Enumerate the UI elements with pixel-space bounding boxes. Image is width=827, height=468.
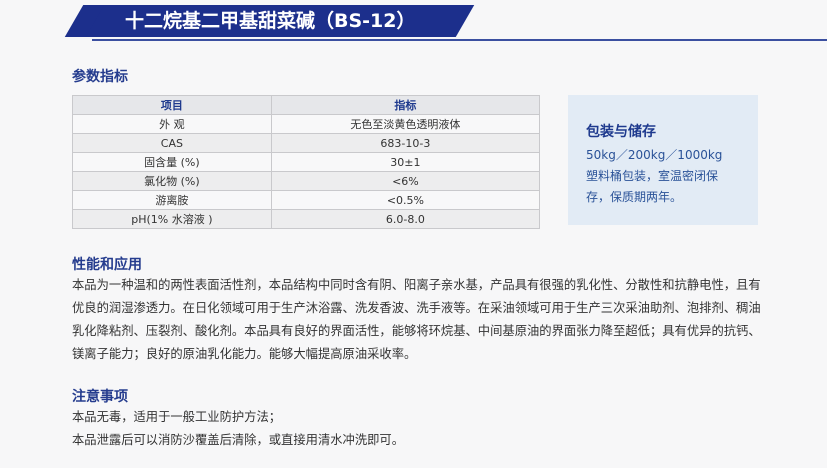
divider (92, 39, 827, 41)
col-item: 项目 (72, 95, 272, 115)
cell: 氯化物 (%) (72, 171, 272, 191)
cell: <6% (270, 171, 541, 191)
notes-line: 本品泄露后可以消防沙覆盖后清除，或直接用清水冲洗即可。 (72, 433, 405, 447)
page-title: 十二烷基二甲基甜菜碱（BS-12） (125, 10, 416, 32)
performance-heading: 性能和应用 (72, 257, 142, 273)
performance-text: 本品为一种温和的两性表面活性剂，本品结构中同时含有阴、阳离子亲水基，产品具有很强… (72, 278, 761, 361)
cell: 30±1 (270, 152, 541, 172)
table-row: 游离胺 <0.5% (72, 190, 541, 210)
cell: 6.0-8.0 (270, 209, 541, 229)
params-heading: 参数指标 (72, 69, 128, 85)
cell: pH(1% 水溶液 ) (72, 209, 272, 229)
notes-heading: 注意事项 (72, 389, 128, 405)
cell: 683-10-3 (270, 133, 541, 153)
packaging-box: 包装与储存 50kg／200kg／1000kg 塑料桶包装，室温密闭保 存，保质期两… (568, 95, 758, 225)
table-row: pH(1% 水溶液 ) 6.0-8.0 (72, 209, 541, 229)
table-row: 外 观无色至淡黄色透明液体 (72, 114, 541, 134)
packaging-line: 塑料桶包装，室温密闭保 (586, 169, 719, 183)
cell: 无色至淡黄色透明液体 (270, 114, 541, 134)
cell: 外 观 (72, 114, 272, 134)
table-row: 固含量 (%) 30±1 (72, 152, 541, 172)
col-spec: 指标 (270, 95, 541, 115)
table-row: 氯化物 (%) <6% (72, 171, 541, 191)
packaging-text: 50kg／200kg／1000kg 塑料桶包装，室温密闭保 存，保质期两年。 (586, 145, 756, 208)
notes-line: 本品无毒，适用于一般工业防护方法； (72, 410, 282, 424)
packaging-heading: 包装与储存 (586, 124, 656, 140)
table-header: 项目 指标 (72, 95, 541, 115)
packaging-line: 存，保质期两年。 (586, 190, 683, 204)
cell: 固含量 (%) (72, 152, 272, 172)
params-table: 项目 指标 外 观无色至淡黄色透明液体 CAS 683-10-3 固含量 (%) 30… (72, 95, 541, 229)
cell: CAS (72, 133, 272, 153)
table-row: CAS 683-10-3 (72, 133, 541, 153)
cell: <0.5% (270, 190, 541, 210)
cell: 游离胺 (72, 190, 272, 210)
packaging-line: 50kg／200kg／1000kg (586, 148, 723, 162)
notes-text: 本品无毒，适用于一般工业防护方法； 本品泄露后可以消防沙覆盖后清除，或直接用清水冲… (72, 406, 762, 452)
